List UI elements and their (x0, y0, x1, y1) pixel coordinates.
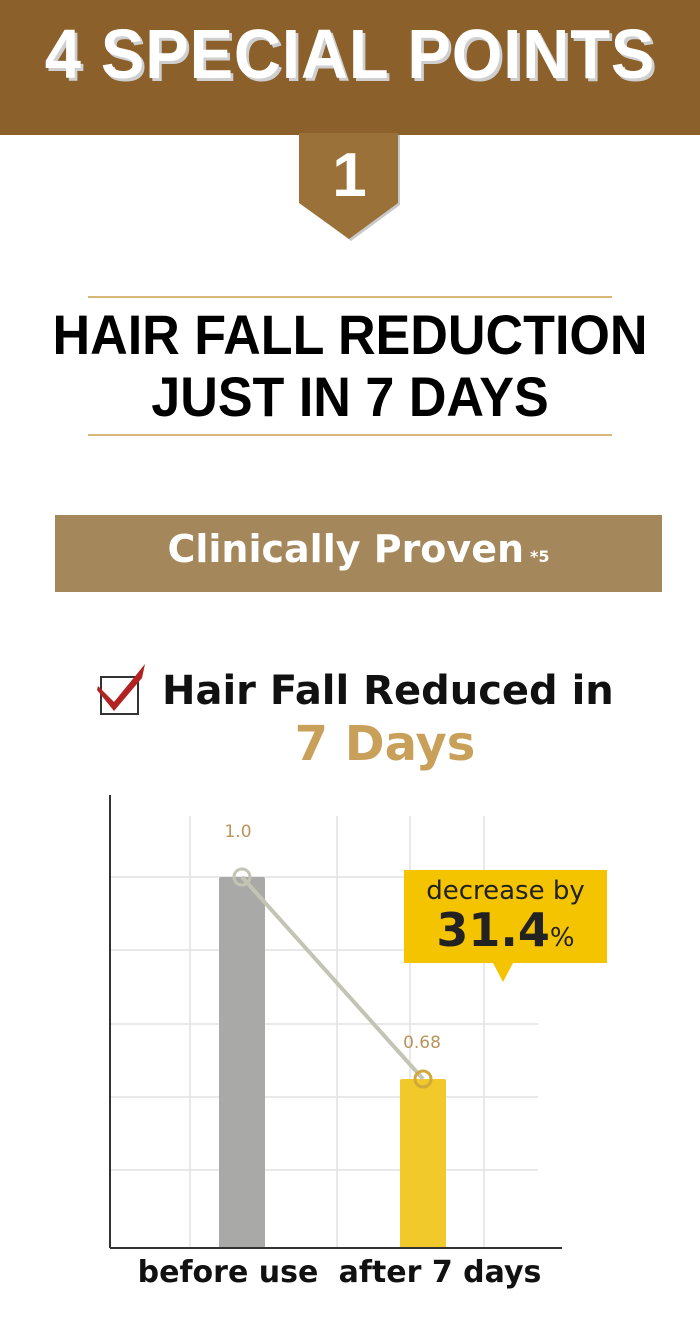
banner-footnote: *5 (530, 547, 550, 566)
category-label-before: before use (137, 1255, 319, 1290)
banner-text: Clinically Proven *5 (55, 527, 662, 571)
subheading-line-1: Hair Fall Reduced in (162, 668, 614, 714)
headline-line-2: JUST IN 7 DAYS (151, 365, 549, 428)
callout-number: 31.4 (436, 903, 550, 957)
trend-line (240, 875, 425, 1081)
data-point-marker (413, 1069, 433, 1089)
data-point-marker (232, 867, 252, 887)
callout-box (404, 870, 607, 982)
checkbox-checked-icon (97, 664, 145, 715)
callout-label: decrease by (426, 876, 585, 906)
page-title: 4 SPECIAL POINTS (44, 15, 656, 93)
bar-after-7-days (400, 1079, 446, 1248)
clinically-proven-banner (55, 515, 662, 592)
header-banner (0, 0, 700, 135)
divider-bottom (88, 434, 612, 436)
subheading-line-2: 7 Days (294, 716, 476, 772)
value-label-before: 1.0 (224, 822, 252, 842)
callout-unit: % (549, 923, 575, 953)
point-number-badge (299, 133, 400, 241)
bar-before-use (219, 877, 265, 1248)
hair-fall-chart (109, 795, 607, 1249)
value-label-after: 0.68 (403, 1033, 441, 1053)
callout-value: 31.4% (404, 903, 607, 957)
badge-number: 1 (332, 141, 367, 210)
divider-top (88, 296, 612, 298)
category-label-after: after 7 days (338, 1255, 542, 1290)
headline-line-1: HAIR FALL REDUCTION (52, 303, 648, 366)
banner-label: Clinically Proven (167, 527, 525, 571)
